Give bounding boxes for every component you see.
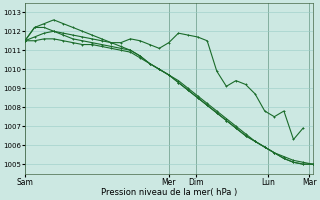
- X-axis label: Pression niveau de la mer( hPa ): Pression niveau de la mer( hPa ): [101, 188, 237, 197]
